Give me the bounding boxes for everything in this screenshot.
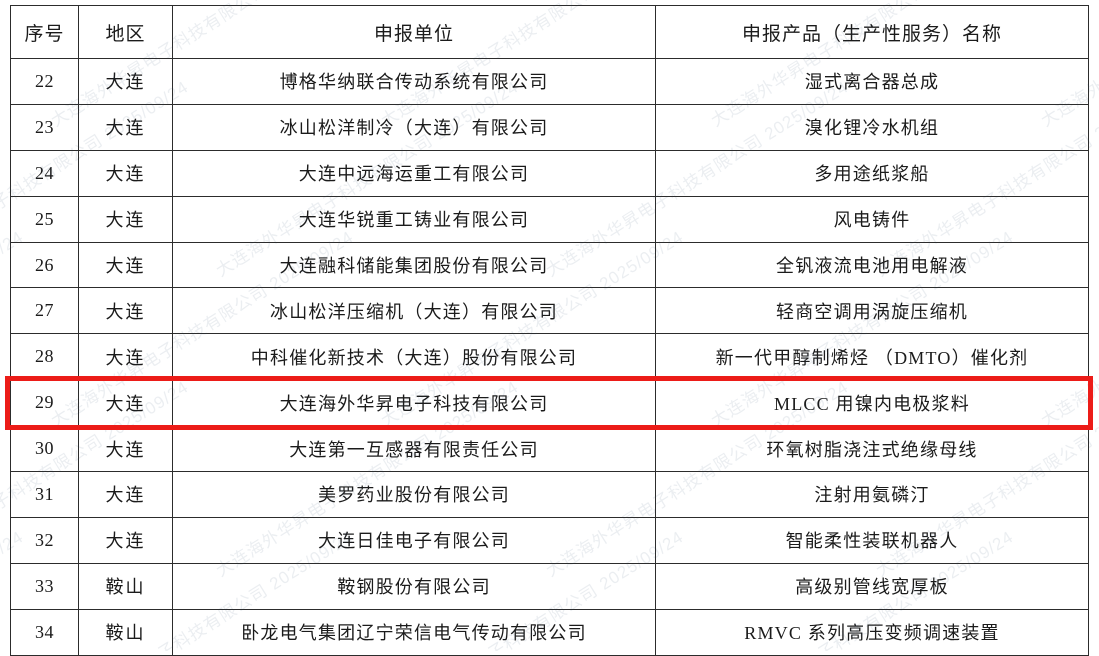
- cell-seq: 29: [10, 379, 79, 427]
- cell-region: 大连: [78, 241, 173, 289]
- cell-prod: 注射用氨磷汀: [655, 471, 1089, 518]
- table-row: 23 大连 冰山松洋制冷（大连）有限公司 溴化锂冷水机组: [10, 103, 1089, 151]
- cell-unit: 卧龙电气集团辽宁荣信电气传动有限公司: [172, 608, 656, 656]
- cell-prod: 智能柔性装联机器人: [655, 516, 1089, 564]
- table-row: 31 大连 美罗药业股份有限公司 注射用氨磷汀: [10, 471, 1089, 518]
- cell-region: 大连: [78, 149, 173, 197]
- cell-seq: 27: [10, 287, 79, 335]
- cell-unit: 大连融科储能集团股份有限公司: [172, 241, 656, 289]
- table-row: 26 大连 大连融科储能集团股份有限公司 全钒液流电池用电解液: [10, 241, 1089, 289]
- document-table-container: 序号 地区 申报单位 申报产品（生产性服务）名称 22 大连 博格华纳联合传动系统有…: [10, 5, 1089, 656]
- cell-prod: 溴化锂冷水机组: [655, 103, 1089, 151]
- cell-seq: 23: [10, 103, 79, 151]
- cell-unit: 大连华锐重工铸业有限公司: [172, 195, 656, 243]
- table-row: 34 鞍山 卧龙电气集团辽宁荣信电气传动有限公司 RMVC 系列高压变频调速装置: [10, 608, 1089, 656]
- cell-region: 鞍山: [78, 562, 173, 610]
- table-row: 28 大连 中科催化新技术（大连）股份有限公司 新一代甲醇制烯烃 （DMTO）催化剂: [10, 333, 1089, 381]
- cell-prod: 高级别管线宽厚板: [655, 562, 1089, 610]
- cell-seq: 24: [10, 149, 79, 197]
- cell-seq: 30: [10, 425, 79, 473]
- cell-unit: 大连第一互感器有限责任公司: [172, 425, 656, 473]
- table-row: 25 大连 大连华锐重工铸业有限公司 风电铸件: [10, 195, 1089, 243]
- cell-seq: 22: [10, 58, 79, 105]
- cell-region: 大连: [78, 333, 173, 381]
- table-row: 33 鞍山 鞍钢股份有限公司 高级别管线宽厚板: [10, 562, 1089, 610]
- cell-region: 大连: [78, 58, 173, 105]
- cell-prod: 轻商空调用涡旋压缩机: [655, 287, 1089, 335]
- cell-prod: 环氧树脂浇注式绝缘母线: [655, 425, 1089, 473]
- table-row: 24 大连 大连中远海运重工有限公司 多用途纸浆船: [10, 149, 1089, 197]
- cell-seq: 26: [10, 241, 79, 289]
- cell-region: 大连: [78, 425, 173, 473]
- cell-prod: 湿式离合器总成: [655, 58, 1089, 105]
- cell-region: 大连: [78, 379, 173, 427]
- cell-unit: 博格华纳联合传动系统有限公司: [172, 58, 656, 105]
- cell-prod: 新一代甲醇制烯烃 （DMTO）催化剂: [655, 333, 1089, 381]
- column-header-seq: 序号: [10, 5, 79, 59]
- cell-unit: 中科催化新技术（大连）股份有限公司: [172, 333, 656, 381]
- cell-seq: 31: [10, 471, 79, 518]
- table-row: 32 大连 大连日佳电子有限公司 智能柔性装联机器人: [10, 516, 1089, 564]
- cell-unit: 大连日佳电子有限公司: [172, 516, 656, 564]
- cell-seq: 34: [10, 608, 79, 656]
- cell-prod: 全钒液流电池用电解液: [655, 241, 1089, 289]
- cell-prod: 多用途纸浆船: [655, 149, 1089, 197]
- cell-region: 大连: [78, 471, 173, 518]
- cell-unit: 鞍钢股份有限公司: [172, 562, 656, 610]
- cell-seq: 25: [10, 195, 79, 243]
- cell-seq: 32: [10, 516, 79, 564]
- cell-unit: 大连海外华昇电子科技有限公司: [172, 379, 656, 427]
- table-header-row: 序号 地区 申报单位 申报产品（生产性服务）名称: [10, 5, 1089, 59]
- cell-unit: 美罗药业股份有限公司: [172, 471, 656, 518]
- cell-prod: MLCC 用镍内电极浆料: [655, 379, 1089, 427]
- column-header-unit: 申报单位: [172, 5, 656, 59]
- table-body: 22 大连 博格华纳联合传动系统有限公司 湿式离合器总成 23 大连 冰山松洋制冷（大连）有…: [10, 58, 1089, 656]
- cell-prod: 风电铸件: [655, 195, 1089, 243]
- table-row: 30 大连 大连第一互感器有限责任公司 环氧树脂浇注式绝缘母线: [10, 425, 1089, 473]
- cell-unit: 冰山松洋压缩机（大连）有限公司: [172, 287, 656, 335]
- table-header: 序号 地区 申报单位 申报产品（生产性服务）名称: [10, 5, 1089, 59]
- cell-prod: RMVC 系列高压变频调速装置: [655, 608, 1089, 656]
- application-table: 序号 地区 申报单位 申报产品（生产性服务）名称 22 大连 博格华纳联合传动系统有…: [10, 5, 1089, 656]
- column-header-product: 申报产品（生产性服务）名称: [655, 5, 1089, 59]
- column-header-region: 地区: [78, 5, 173, 59]
- cell-region: 大连: [78, 516, 173, 564]
- cell-region: 鞍山: [78, 608, 173, 656]
- cell-region: 大连: [78, 103, 173, 151]
- cell-unit: 大连中远海运重工有限公司: [172, 149, 656, 197]
- table-row: 29 大连 大连海外华昇电子科技有限公司 MLCC 用镍内电极浆料: [10, 379, 1089, 427]
- table-row: 27 大连 冰山松洋压缩机（大连）有限公司 轻商空调用涡旋压缩机: [10, 287, 1089, 335]
- cell-seq: 33: [10, 562, 79, 610]
- cell-region: 大连: [78, 287, 173, 335]
- table-row: 22 大连 博格华纳联合传动系统有限公司 湿式离合器总成: [10, 58, 1089, 105]
- cell-seq: 28: [10, 333, 79, 381]
- cell-unit: 冰山松洋制冷（大连）有限公司: [172, 103, 656, 151]
- cell-region: 大连: [78, 195, 173, 243]
